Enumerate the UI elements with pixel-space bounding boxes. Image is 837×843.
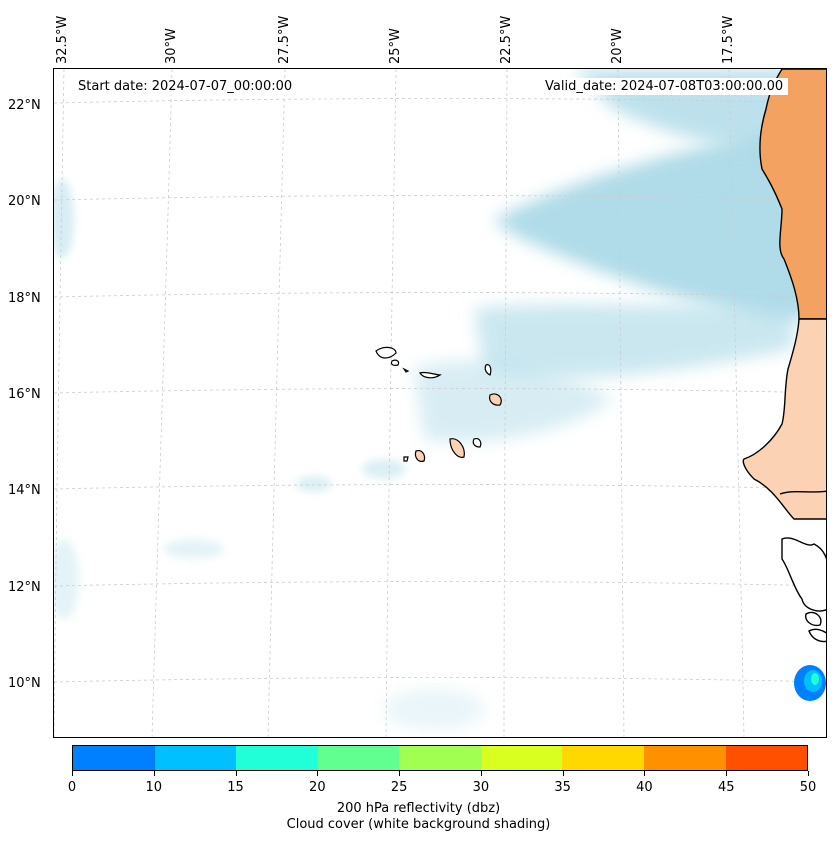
lat-label-16n: 16°N [8,387,41,402]
lat-label-22n: 22°N [8,98,41,113]
colorbar-segment-7 [643,746,726,770]
lon-label-30w: 30°W [164,28,179,64]
lat-label-20n: 20°N [8,194,41,209]
cloud-central-patch [414,360,614,442]
colorbar-segment-4 [399,746,481,770]
land-layer [742,69,826,643]
cloud-southwest-2 [54,539,79,619]
colorbar-label-cloud-cover: Cloud cover (white background shading) [286,817,551,832]
cloud-south-speck-2 [362,459,406,479]
cloud-band-north [494,129,826,319]
reflectivity-blob [794,665,826,701]
map-frame [53,68,827,738]
colorbar-segment-5 [480,746,563,770]
island-maio [472,438,482,448]
gambia-river [779,490,826,495]
colorbar-tick-mark [644,771,646,776]
colorbar-segment-0 [73,746,155,770]
island-sal [484,364,492,376]
senegal-land [742,318,826,520]
colorbar-segment-3 [317,746,400,770]
cloud-south-3 [384,689,484,729]
lon-label-17-5w: 17.5°W [721,15,736,64]
colorbar-tick-mark [317,771,319,776]
colorbar [72,745,808,771]
lat-label-18n: 18°N [8,291,41,306]
colorbar-tick-label: 50 [799,780,817,795]
colorbar-tick-label: 30 [472,780,490,795]
graticule [54,69,826,737]
colorbar-tick-mark [153,771,155,776]
colorbar-tick-mark [480,771,482,776]
colorbar-tick-mark [72,771,73,776]
lon-label-25w: 25°W [388,28,403,64]
cape-verde-islands [375,346,502,462]
lon-label-27-5w: 27.5°W [277,15,292,64]
colorbar-tick-mark [726,771,728,776]
colorbar-tick-label: 15 [227,780,244,795]
island-brava [403,456,409,462]
colorbar-tick-mark [808,771,809,776]
valid-date-label: Valid_date: 2024-07-08T03:00:00.00 [540,78,789,95]
map-canvas [54,69,826,737]
colorbar-tick-label: 45 [717,780,735,795]
colorbar-tick-label: 10 [145,780,163,795]
colorbar-tick-mark [235,771,237,776]
colorbar-tick-mark [562,771,564,776]
colorbar-tick-mark [399,771,401,776]
colorbar-segment-2 [236,746,318,770]
cloud-west-edge [54,179,74,259]
lat-label-10n: 10°N [8,676,41,691]
bissagos-islands [805,611,822,627]
island-fogo [414,450,426,462]
cloud-mid-band [474,304,794,378]
mauritania-land [759,69,826,320]
colorbar-segment-6 [562,746,644,770]
sierra-leone-coast [808,628,826,643]
colorbar-tick-label: 40 [636,780,653,795]
cloud-southwest-1 [164,539,224,559]
cloud-cover-layer [54,69,826,729]
colorbar-label-reflectivity: 200 hPa reflectivity (dbz) [336,801,501,816]
guinea-coast [781,537,826,612]
colorbar-tick-label: 35 [554,780,571,795]
colorbar-tick-label: 25 [390,780,408,795]
colorbar-tick-label: 20 [309,780,326,795]
lon-label-22-5w: 22.5°W [499,15,514,64]
colorbar-segment-1 [154,746,237,770]
colorbar-tick-label: 0 [67,780,77,795]
start-date-label: Start date: 2024-07-07_00:00:00 [73,78,298,95]
island-boa-vista [489,393,502,406]
lat-label-12n: 12°N [8,580,41,595]
island-santa-luzia [402,367,410,373]
lon-label-32-5w: 32.5°W [55,15,70,64]
island-sao-vicente [390,359,400,366]
cloud-south-speck-1 [296,476,332,492]
island-santiago [449,438,465,458]
colorbar-segment-8 [725,746,808,770]
lat-label-14n: 14°N [8,483,41,498]
lon-label-20w: 20°W [610,28,625,64]
island-santo-antao [375,346,397,359]
island-sao-nicolau [419,371,442,379]
